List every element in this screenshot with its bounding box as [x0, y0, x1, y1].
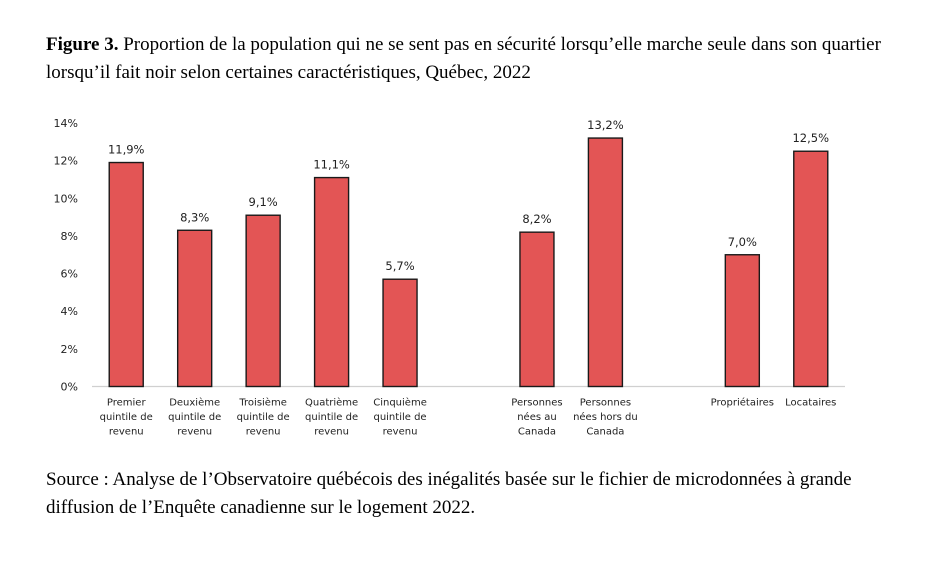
figure-label: Figure 3.	[46, 34, 119, 55]
bar	[382, 278, 418, 388]
data-labels: 11,9% 8,3% 9,1% 11,1% 5,7% 8,2% 13,2% 7,0% 12,5%	[108, 118, 829, 273]
bar	[519, 231, 555, 388]
category-label: Personnes nées au Canada	[511, 398, 562, 438]
category-labels: Premier quintile de revenu Deuxième quintile…	[100, 397, 837, 438]
y-tick-label: 12%	[54, 155, 78, 168]
category-label: Locataires	[785, 398, 836, 409]
category-label: Quatrième quintile de revenu	[305, 397, 358, 438]
figure-title: Proportion de la population qui ne se se…	[46, 34, 881, 83]
data-label: 5,7%	[385, 259, 414, 273]
category-label: Cinquième quintile de revenu	[373, 397, 427, 438]
bar-chart: 0% 2% 4% 6% 8% 10% 12% 14% 11,9% 8,3% 9,1% 11,1% 5,…	[54, 117, 845, 438]
y-tick-label: 6%	[61, 268, 78, 281]
data-label: 13,2%	[587, 118, 624, 132]
y-tick-label: 8%	[61, 230, 78, 243]
data-label: 11,9%	[108, 143, 145, 157]
y-tick-label: 10%	[54, 192, 78, 205]
category-label: Premier quintile de revenu	[100, 398, 153, 438]
bar	[108, 161, 144, 388]
source-note: Source : Analyse de l’Observatoire québé…	[46, 469, 852, 518]
bar	[313, 176, 350, 388]
category-label: Deuxième quintile de revenu	[168, 397, 221, 438]
data-label: 8,3%	[180, 210, 209, 224]
category-label: Personnes nées hors du Canada	[573, 398, 638, 438]
y-tick-label: 14%	[54, 117, 78, 130]
y-tick-label: 2%	[61, 343, 78, 356]
data-label: 12,5%	[792, 131, 829, 145]
data-label: 8,2%	[522, 212, 551, 226]
bar	[724, 254, 761, 388]
bar	[245, 214, 281, 388]
category-label: Propriétaires	[711, 397, 774, 409]
y-axis: 0% 2% 4% 6% 8% 10% 12% 14%	[54, 117, 78, 394]
bars	[108, 137, 829, 388]
bar	[176, 229, 213, 388]
figure-caption: Figure 3. Proportion de la population qu…	[46, 31, 906, 87]
bar	[587, 137, 624, 388]
data-label: 7,0%	[728, 235, 757, 249]
y-tick-label: 0%	[61, 381, 78, 394]
data-label: 11,1%	[313, 158, 350, 172]
data-label: 9,1%	[249, 195, 278, 209]
category-label: Troisième quintile de revenu	[237, 397, 290, 438]
y-tick-label: 4%	[61, 305, 78, 318]
bar	[793, 150, 829, 388]
